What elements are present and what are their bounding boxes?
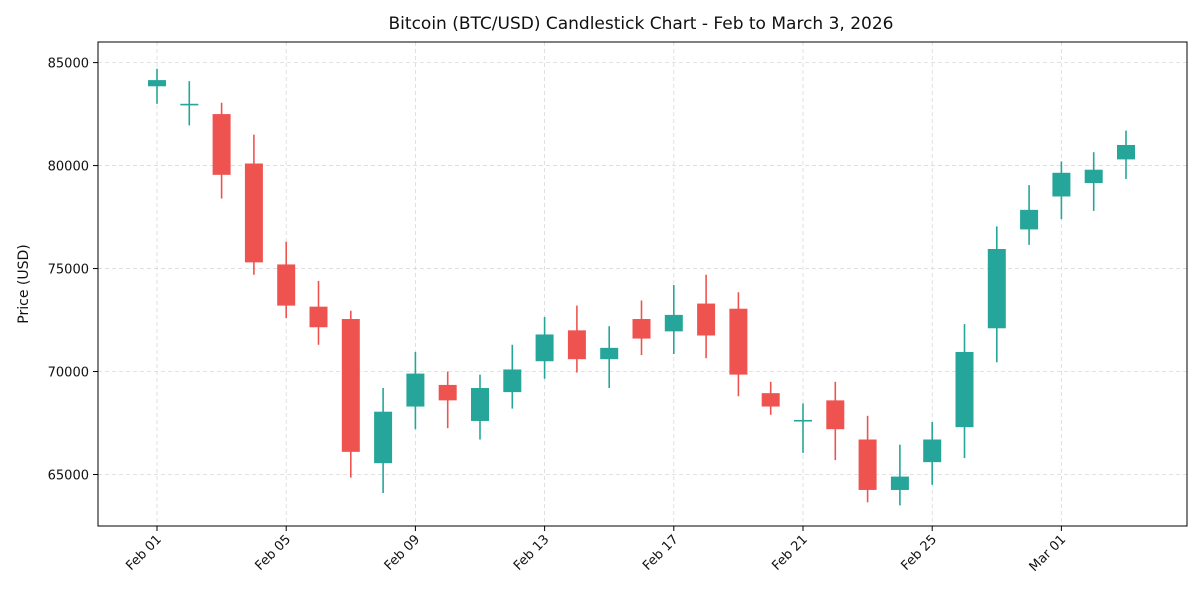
x-tick-label: Feb 01 bbox=[123, 532, 165, 574]
candle-feb-14 bbox=[567, 305, 586, 373]
candle-feb-27 bbox=[987, 226, 1006, 363]
candle-feb-19 bbox=[729, 292, 748, 397]
candle-feb-23 bbox=[858, 415, 877, 503]
candle-feb-16 bbox=[632, 300, 651, 356]
candle-body bbox=[309, 306, 328, 328]
candle-feb-13 bbox=[535, 316, 554, 379]
candle-body bbox=[406, 373, 425, 407]
candle-mar-01 bbox=[1052, 161, 1071, 220]
y-tick-label: 80000 bbox=[48, 160, 89, 175]
y-tick-label: 85000 bbox=[48, 57, 89, 72]
candle-feb-25 bbox=[923, 421, 942, 485]
candle-feb-28 bbox=[1020, 185, 1039, 245]
candle-body bbox=[600, 347, 619, 360]
candle-feb-18 bbox=[697, 274, 716, 359]
candle-body bbox=[567, 330, 586, 360]
x-tick-label: Feb 17 bbox=[640, 532, 682, 574]
candle-body bbox=[697, 303, 716, 336]
candle-feb-09 bbox=[406, 351, 425, 430]
candle-body bbox=[923, 439, 942, 463]
candle-feb-03 bbox=[212, 102, 231, 199]
candle-body bbox=[148, 80, 166, 87]
plot-frame bbox=[97, 41, 1188, 527]
candle-body bbox=[503, 369, 522, 393]
candle-feb-20 bbox=[761, 381, 780, 415]
candle-feb-02 bbox=[180, 81, 199, 126]
candle-body bbox=[664, 314, 683, 332]
candle-body bbox=[535, 334, 554, 362]
candle-body bbox=[858, 439, 877, 490]
candle-body bbox=[1020, 209, 1039, 230]
candle-body bbox=[987, 248, 1006, 329]
x-axis-ticks: Feb 01 Feb 05 Feb 09 Feb 13 Feb 17 Feb 21 Feb … bbox=[123, 526, 1069, 575]
x-tick-label: Feb 25 bbox=[899, 532, 941, 574]
x-tick-label: Feb 09 bbox=[382, 532, 424, 574]
candle-feb-07 bbox=[341, 310, 360, 478]
candle-feb-12 bbox=[503, 344, 522, 409]
candle-body bbox=[374, 411, 393, 464]
candle-body bbox=[438, 384, 457, 401]
y-tick-label: 65000 bbox=[48, 469, 89, 484]
grid-lines bbox=[98, 42, 1187, 526]
candle-feb-21 bbox=[794, 403, 812, 453]
x-tick-label: Feb 21 bbox=[769, 532, 811, 574]
candle-feb-01 bbox=[148, 68, 166, 104]
candle-body bbox=[826, 400, 845, 430]
candle-feb-04 bbox=[244, 134, 263, 275]
candle-feb-11 bbox=[471, 374, 489, 440]
candle-feb-08 bbox=[374, 388, 393, 494]
candle-body bbox=[729, 308, 748, 375]
y-tick-label: 75000 bbox=[48, 263, 89, 278]
candle-feb-24 bbox=[890, 444, 909, 506]
candle-body bbox=[180, 103, 199, 106]
candle-feb-10 bbox=[438, 371, 457, 429]
candle-mar-02 bbox=[1084, 152, 1103, 211]
candle-mar-03 bbox=[1117, 130, 1135, 179]
candle-feb-05 bbox=[277, 241, 296, 318]
y-axis-label: Price (USD) bbox=[16, 244, 32, 323]
candle-body bbox=[471, 388, 489, 421]
x-tick-label: Mar 01 bbox=[1027, 532, 1070, 575]
chart-title: Bitcoin (BTC/USD) Candlestick Chart - Fe… bbox=[389, 14, 894, 34]
x-tick-label: Feb 13 bbox=[511, 532, 553, 574]
candle-feb-22 bbox=[826, 381, 845, 461]
candle-body bbox=[794, 419, 812, 422]
y-axis-ticks: 65000 70000 75000 80000 85000 bbox=[48, 57, 98, 484]
candle-body bbox=[632, 319, 651, 339]
candle-body bbox=[761, 393, 780, 407]
candle-body bbox=[1052, 172, 1071, 197]
candle-feb-26 bbox=[955, 324, 974, 459]
candle-body bbox=[212, 114, 231, 175]
candle-body bbox=[1084, 169, 1103, 184]
x-tick-label: Feb 05 bbox=[253, 532, 295, 574]
candle-feb-17 bbox=[664, 285, 683, 355]
candle-body bbox=[1117, 144, 1135, 160]
candle-body bbox=[277, 264, 296, 306]
y-tick-label: 70000 bbox=[48, 366, 89, 381]
candle-body bbox=[890, 476, 909, 490]
candle-body bbox=[244, 163, 263, 263]
candle-feb-06 bbox=[309, 280, 328, 345]
candle-body bbox=[955, 351, 974, 428]
candles bbox=[148, 68, 1135, 506]
candle-feb-15 bbox=[600, 326, 619, 389]
candle-body bbox=[341, 319, 360, 452]
